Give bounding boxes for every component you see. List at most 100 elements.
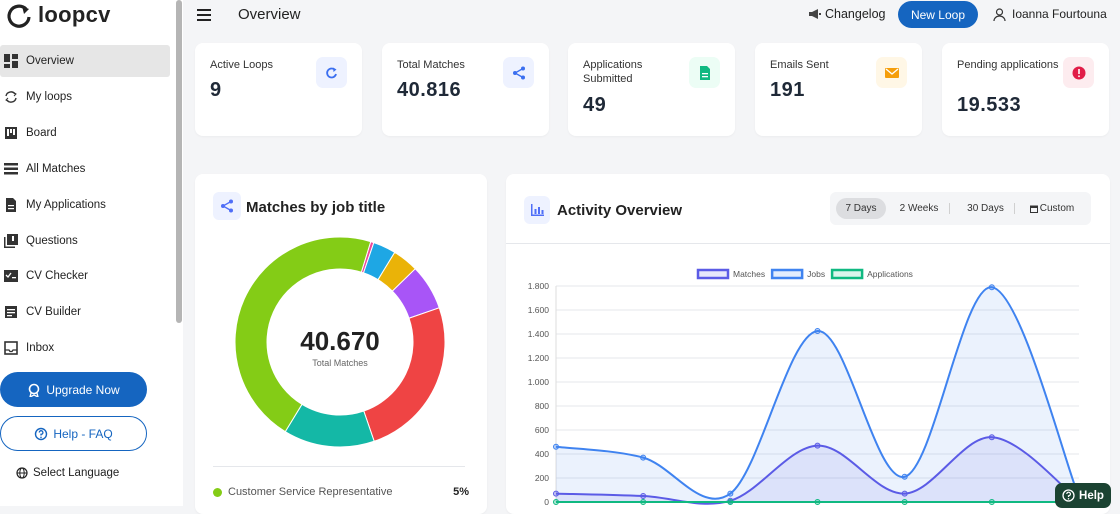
tab-separator xyxy=(949,203,950,214)
user-menu[interactable]: Ioanna Fourtouna xyxy=(993,7,1107,21)
nav-item[interactable]: My Applications xyxy=(0,189,170,221)
help-faq-label: Help - FAQ xyxy=(53,426,113,441)
point xyxy=(640,493,647,499)
icon-shape xyxy=(5,97,10,103)
stat-value: 49 xyxy=(583,94,607,116)
point xyxy=(727,499,734,505)
help-widget[interactable]: Help xyxy=(1055,483,1111,508)
point xyxy=(553,499,559,505)
range-tab[interactable]: 2 Weeks xyxy=(888,198,950,219)
line xyxy=(555,286,1080,500)
donut-total-label: Total Matches xyxy=(312,358,368,368)
stat-label: Total Matches xyxy=(397,59,465,71)
nav-item[interactable]: Questions xyxy=(0,225,170,257)
y-tick-label: 400 xyxy=(535,449,549,459)
y-tick-label: 1.000 xyxy=(528,377,550,387)
nav-label: CV Builder xyxy=(26,306,81,319)
stat-card: Applications Submitted 49 xyxy=(568,43,735,136)
nav-label: Board xyxy=(26,126,57,139)
nav-item[interactable]: Board xyxy=(0,117,170,149)
help-widget-icon xyxy=(1062,489,1075,502)
changelog-label: Changelog xyxy=(825,7,886,21)
stat-label: Emails Sent xyxy=(770,59,829,71)
globe-icon xyxy=(16,467,28,479)
stat-icon-glyph xyxy=(512,66,525,79)
nav-icon xyxy=(4,233,18,248)
icon-shape xyxy=(1077,68,1080,74)
help-faq-button[interactable]: Help - FAQ xyxy=(0,416,147,451)
nav-label: My Applications xyxy=(26,198,106,211)
stat-card: Active Loops 9 xyxy=(195,43,362,136)
legend-label: Applications xyxy=(867,269,913,279)
y-tick-label: 600 xyxy=(535,425,549,435)
legend-swatch xyxy=(696,268,730,280)
nav-item[interactable]: Overview xyxy=(0,45,170,77)
nav-icon xyxy=(5,306,17,319)
activity-title: Activity Overview xyxy=(557,202,683,219)
range-tabs: 7 Days 2 Weeks 30 Days Custom xyxy=(830,192,1091,225)
changelog-link[interactable]: Changelog xyxy=(808,7,885,21)
bar-icon xyxy=(530,204,544,216)
nav-item[interactable]: CV Checker xyxy=(0,260,170,292)
nav-icon xyxy=(4,54,18,68)
legend-label: Jobs xyxy=(807,269,825,279)
help-icon xyxy=(35,427,48,440)
icon-shape xyxy=(1030,205,1038,208)
upgrade-label: Upgrade Now xyxy=(46,382,120,397)
point xyxy=(988,284,995,291)
nav-label: Overview xyxy=(26,55,74,67)
point xyxy=(901,499,908,505)
line xyxy=(555,436,1080,505)
nav-item[interactable]: Inbox xyxy=(0,332,170,364)
upgrade-button[interactable]: Upgrade Now xyxy=(0,372,147,407)
icon-shape xyxy=(4,54,10,62)
range-tab[interactable]: 30 Days xyxy=(956,198,1015,219)
range-tab-label: Custom xyxy=(1039,203,1075,214)
point xyxy=(901,490,908,497)
icon-shape xyxy=(513,67,523,78)
nav-icon xyxy=(4,162,18,175)
icon-shape xyxy=(7,315,12,317)
nav-item[interactable]: CV Builder xyxy=(0,296,170,328)
icon-shape xyxy=(4,162,18,166)
range-tab[interactable]: Custom xyxy=(1019,198,1085,219)
icon-shape xyxy=(12,277,16,279)
point xyxy=(727,490,734,497)
tab-separator xyxy=(1014,203,1015,214)
stat-card: Pending applications 19.533 xyxy=(942,43,1109,136)
stat-label: Active Loops xyxy=(210,59,273,71)
donut-total: 40.670 xyxy=(300,326,380,356)
range-tab[interactable]: 7 Days xyxy=(836,198,886,219)
nav-icon xyxy=(6,197,16,212)
legend-label: Matches xyxy=(733,269,765,279)
icon-shape xyxy=(8,204,14,206)
point xyxy=(814,499,821,505)
point xyxy=(901,473,908,480)
divider xyxy=(506,243,1110,244)
icon-shape xyxy=(4,171,18,175)
nav-label: CV Checker xyxy=(26,270,88,283)
donut-chart: 40.670 Total Matches xyxy=(234,236,446,448)
topbar: Overview Changelog New Loop Ioanna Fourt… xyxy=(183,0,1120,33)
calendar-icon xyxy=(1029,205,1038,213)
icon-shape xyxy=(4,341,18,355)
line-area xyxy=(556,437,1079,504)
point xyxy=(640,454,647,461)
nav-item[interactable]: My loops xyxy=(0,81,170,113)
icon-shape xyxy=(4,270,18,283)
point xyxy=(553,443,559,450)
legend-percent: 5% xyxy=(453,486,469,498)
language-selector[interactable]: Select Language xyxy=(16,467,119,479)
menu-button[interactable] xyxy=(197,9,211,21)
stat-icon-glyph xyxy=(325,67,337,78)
y-tick-label: 800 xyxy=(535,401,549,411)
nav-label: Inbox xyxy=(26,342,55,355)
scrollbar xyxy=(176,0,182,323)
stat-label: Pending applications xyxy=(957,59,1059,71)
new-loop-button[interactable]: New Loop xyxy=(898,1,978,28)
icon-shape xyxy=(10,128,12,133)
y-tick-label: 0 xyxy=(544,497,549,506)
point xyxy=(988,499,995,505)
nav-item[interactable]: All Matches xyxy=(0,153,170,185)
